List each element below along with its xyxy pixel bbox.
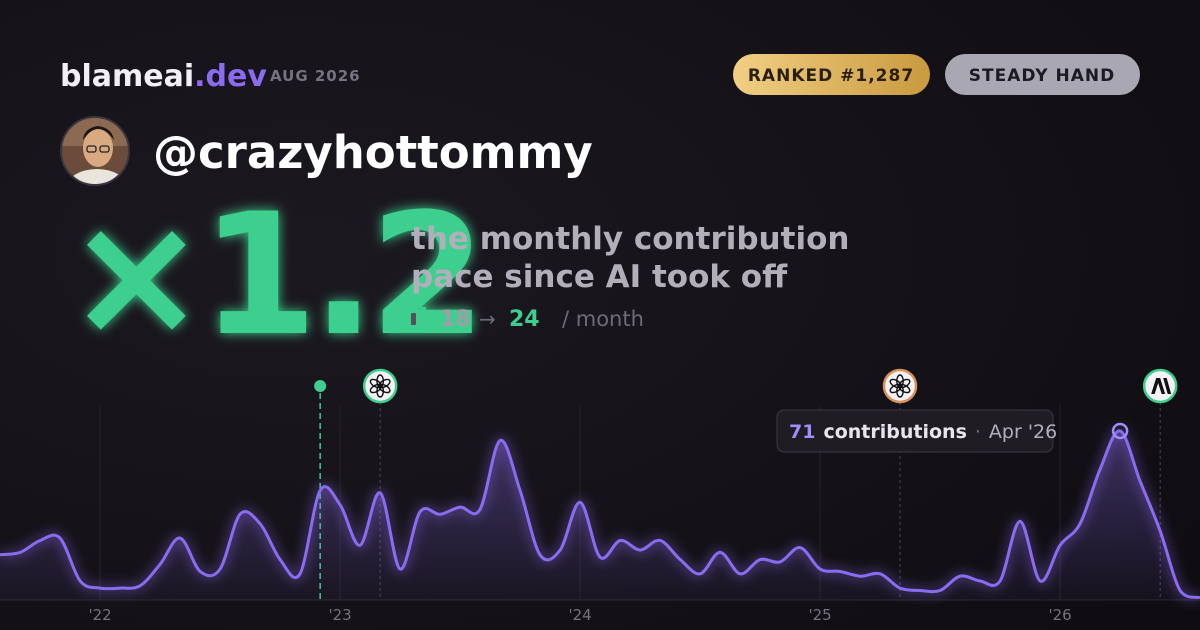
x-tick-label: '26 <box>1048 606 1071 624</box>
tooltip-value: 71 <box>789 421 815 443</box>
tooltip-label: contributions <box>823 421 966 443</box>
openai-petal <box>369 378 382 389</box>
event-icon <box>362 368 398 404</box>
style-badge-text: STEADY HAND <box>969 66 1115 86</box>
rank-badge-text: RANKED #1,287 <box>748 66 914 86</box>
pace-icon <box>411 313 416 325</box>
x-tick-label: '23 <box>328 606 351 624</box>
tooltip-sep: · <box>975 421 981 443</box>
tooltip-text: 71 contributions · Apr '26 <box>789 421 1057 443</box>
pace-unit: / month <box>562 307 644 331</box>
period: AUG 2026 <box>270 67 361 85</box>
event-icon-ring <box>882 368 918 404</box>
brand-name: blameai <box>60 59 194 94</box>
x-tick-label: '25 <box>808 606 831 624</box>
tooltip-box <box>776 409 1054 453</box>
event-icon <box>1142 368 1178 404</box>
anthropic-glyph <box>1151 378 1172 394</box>
pace-after: 24 <box>509 307 540 332</box>
tooltip-date: Apr '26 <box>989 421 1057 443</box>
line <box>0 429 1200 600</box>
brand-tld: .dev <box>194 59 267 94</box>
handle: @crazyhottommy <box>153 126 593 179</box>
tooltip: 71 contributions · Apr '26 <box>776 409 1057 453</box>
rank-badge <box>733 54 930 95</box>
style-badge <box>945 54 1140 95</box>
pace-arrow: → <box>479 307 496 331</box>
brand: blameai.dev <box>60 59 267 94</box>
pace-before: 18 <box>440 307 471 332</box>
event-dot <box>314 380 327 392</box>
x-tick-label: '24 <box>568 606 591 624</box>
chart: '22 '23 '24 '25 '26 71 contributions · Apr '26 <box>0 368 1200 624</box>
caption-line: pace since AI took off <box>411 259 788 295</box>
openai-petal <box>889 378 902 389</box>
event-icon <box>882 368 918 404</box>
multiplier: ×1.2 <box>66 177 480 373</box>
caption-line: the monthly contribution <box>411 221 849 257</box>
x-tick-label: '22 <box>88 606 111 624</box>
avatar <box>60 116 130 186</box>
pace-icon <box>420 307 426 325</box>
event-icon-ring <box>362 368 398 404</box>
tooltip-point <box>1111 422 1129 440</box>
